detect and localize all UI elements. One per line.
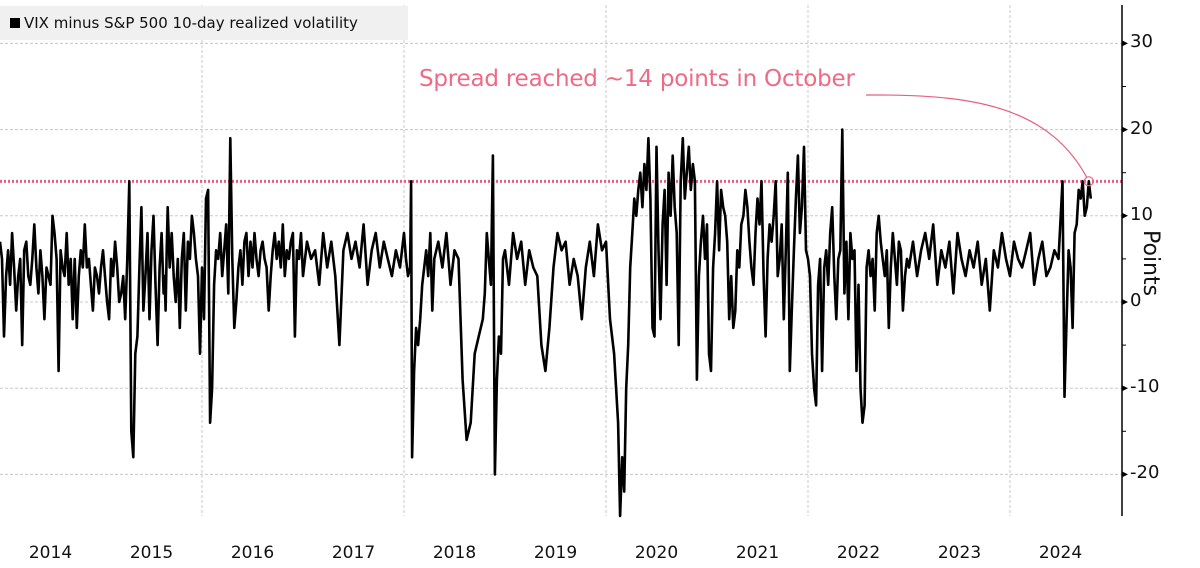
legend-swatch: [10, 18, 20, 28]
y-major-tick: [1122, 471, 1128, 478]
legend: VIX minus S&P 500 10-day realized volati…: [0, 6, 408, 40]
y-tick-label: -10: [1130, 376, 1160, 398]
y-major-tick: [1122, 385, 1128, 392]
x-tick-label: 2014: [28, 543, 73, 563]
x-tick-label: 2021: [735, 543, 780, 563]
y-tick-label: 20: [1130, 117, 1153, 139]
y-major-tick: [1122, 40, 1128, 47]
series-line-vix-spread: [0, 128, 1093, 518]
x-tick-label: 2020: [634, 543, 679, 563]
x-tick-label: 2022: [836, 543, 881, 563]
x-tick-label: 2023: [937, 543, 982, 563]
y-major-tick: [1122, 212, 1128, 219]
y-major-tick: [1122, 299, 1128, 305]
y-tick-label: 30: [1130, 31, 1153, 53]
y-major-tick: [1122, 126, 1128, 133]
annotation-marker: [1083, 176, 1094, 187]
horizontal-gridlines: [0, 42, 1122, 475]
x-tick-label: 2016: [230, 543, 275, 563]
annotation-leader-line: [866, 94, 1088, 178]
x-tick-label: 2017: [331, 543, 376, 563]
x-tick-label: 2024: [1038, 543, 1083, 563]
x-tick-label: 2018: [432, 543, 477, 563]
x-tick-label: 2019: [533, 543, 578, 563]
annotation-text: Spread reached ~14 points in October: [419, 66, 855, 92]
legend-label: VIX minus S&P 500 10-day realized volati…: [24, 14, 358, 32]
y-axis-ticks: [1122, 40, 1128, 478]
y-tick-label: 10: [1130, 203, 1153, 225]
y-axis-title: Points: [1138, 230, 1163, 297]
y-tick-label: -20: [1130, 462, 1160, 484]
x-tick-label: 2015: [129, 543, 174, 563]
y-tick-label: 0: [1130, 290, 1142, 311]
